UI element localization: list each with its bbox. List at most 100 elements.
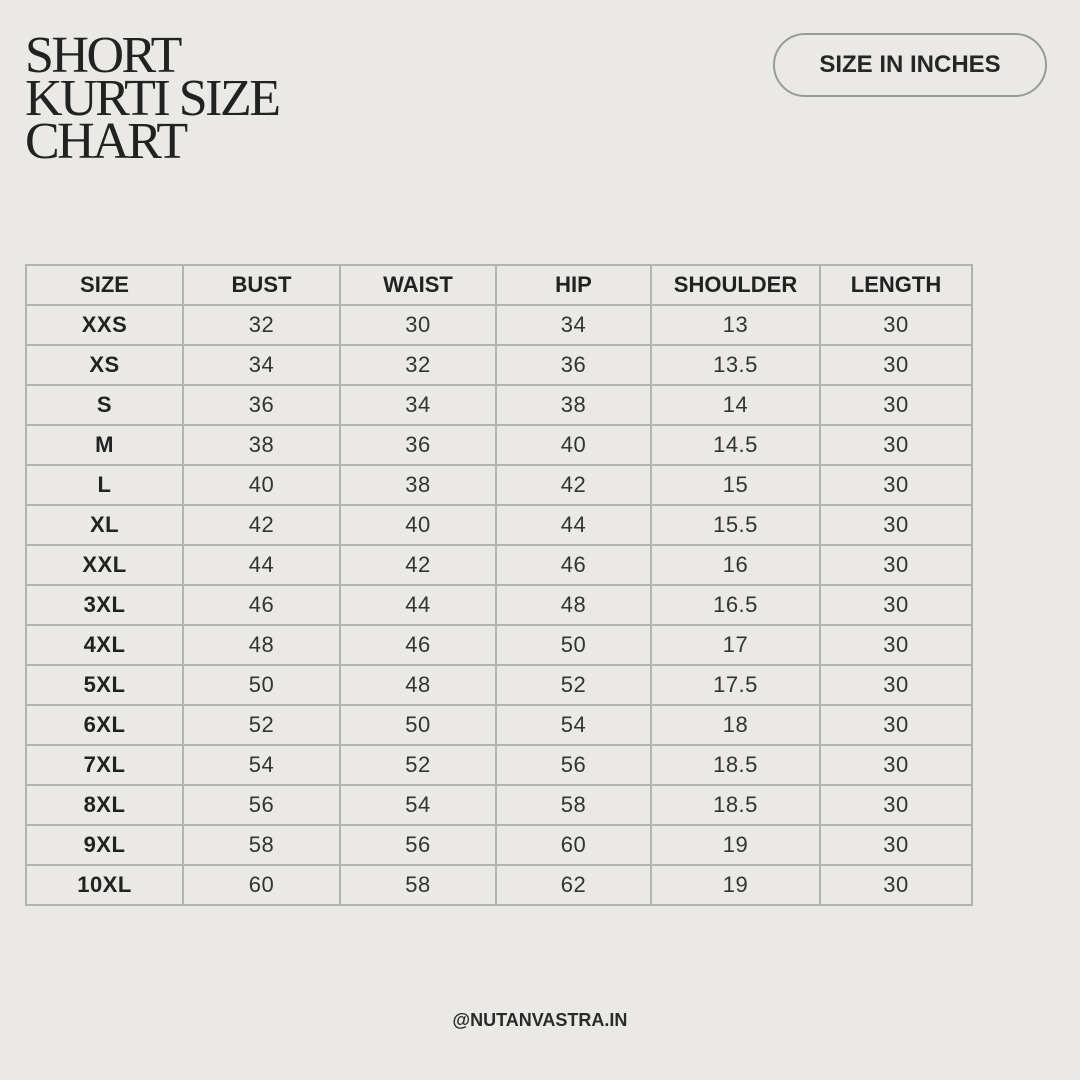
table-row: 7XL 54 52 56 18.5 30 xyxy=(25,744,973,786)
size-cell: XXS xyxy=(25,304,184,346)
value-cell: 30 xyxy=(819,304,973,346)
value-cell: 42 xyxy=(339,544,497,586)
value-cell: 14.5 xyxy=(650,424,821,466)
value-cell: 34 xyxy=(182,344,341,386)
value-cell: 52 xyxy=(495,664,652,706)
value-cell: 32 xyxy=(339,344,497,386)
table-row: L 40 38 42 15 30 xyxy=(25,464,973,506)
table-row: M 38 36 40 14.5 30 xyxy=(25,424,973,466)
footer-handle: @NUTANVASTRA.IN xyxy=(452,1010,628,1030)
table-row: 10XL 60 58 62 19 30 xyxy=(25,864,973,906)
title-line: CHART xyxy=(25,113,188,170)
unit-badge: SIZE IN INCHES xyxy=(773,33,1047,97)
size-cell: L xyxy=(25,464,184,506)
title-line: KURTI SIZE xyxy=(25,70,281,127)
value-cell: 48 xyxy=(182,624,341,666)
value-cell: 30 xyxy=(819,544,973,586)
value-cell: 40 xyxy=(182,464,341,506)
value-cell: 50 xyxy=(495,624,652,666)
value-cell: 40 xyxy=(339,504,497,546)
value-cell: 56 xyxy=(182,784,341,826)
value-cell: 19 xyxy=(650,864,821,906)
value-cell: 13.5 xyxy=(650,344,821,386)
size-chart-table: SIZE BUST WAIST HIP SHOULDER LENGTH XXS 32 30 34… xyxy=(25,264,973,906)
value-cell: 30 xyxy=(819,584,973,626)
value-cell: 30 xyxy=(819,864,973,906)
table-row: XXL 44 42 46 16 30 xyxy=(25,544,973,586)
value-cell: 16.5 xyxy=(650,584,821,626)
value-cell: 56 xyxy=(495,744,652,786)
size-cell: M xyxy=(25,424,184,466)
value-cell: 36 xyxy=(495,344,652,386)
value-cell: 48 xyxy=(339,664,497,706)
size-cell: 7XL xyxy=(25,744,184,786)
value-cell: 56 xyxy=(339,824,497,866)
value-cell: 44 xyxy=(182,544,341,586)
value-cell: 50 xyxy=(339,704,497,746)
size-cell: XS xyxy=(25,344,184,386)
value-cell: 32 xyxy=(182,304,341,346)
table-row: 5XL 50 48 52 17.5 30 xyxy=(25,664,973,706)
value-cell: 46 xyxy=(339,624,497,666)
value-cell: 48 xyxy=(495,584,652,626)
size-cell: 10XL xyxy=(25,864,184,906)
size-cell: 9XL xyxy=(25,824,184,866)
value-cell: 54 xyxy=(339,784,497,826)
page-title: SHORT KURTI SIZE CHART xyxy=(25,30,281,170)
value-cell: 52 xyxy=(182,704,341,746)
value-cell: 30 xyxy=(819,744,973,786)
table-row: XL 42 40 44 15.5 30 xyxy=(25,504,973,546)
value-cell: 52 xyxy=(339,744,497,786)
size-cell: 5XL xyxy=(25,664,184,706)
value-cell: 38 xyxy=(495,384,652,426)
value-cell: 30 xyxy=(819,784,973,826)
column-header: WAIST xyxy=(339,264,497,306)
table-row: XXS 32 30 34 13 30 xyxy=(25,304,973,346)
value-cell: 13 xyxy=(650,304,821,346)
value-cell: 54 xyxy=(182,744,341,786)
column-header: HIP xyxy=(495,264,652,306)
column-header: SIZE xyxy=(25,264,184,306)
value-cell: 30 xyxy=(819,704,973,746)
header-row: SIZE BUST WAIST HIP SHOULDER LENGTH xyxy=(25,264,973,306)
value-cell: 30 xyxy=(819,664,973,706)
value-cell: 38 xyxy=(182,424,341,466)
value-cell: 38 xyxy=(339,464,497,506)
value-cell: 30 xyxy=(819,824,973,866)
value-cell: 19 xyxy=(650,824,821,866)
column-header: BUST xyxy=(182,264,341,306)
value-cell: 60 xyxy=(495,824,652,866)
value-cell: 58 xyxy=(339,864,497,906)
column-header: LENGTH xyxy=(819,264,973,306)
value-cell: 42 xyxy=(182,504,341,546)
value-cell: 62 xyxy=(495,864,652,906)
value-cell: 16 xyxy=(650,544,821,586)
value-cell: 54 xyxy=(495,704,652,746)
value-cell: 30 xyxy=(819,344,973,386)
value-cell: 44 xyxy=(339,584,497,626)
size-cell: 4XL xyxy=(25,624,184,666)
table-row: XS 34 32 36 13.5 30 xyxy=(25,344,973,386)
value-cell: 18.5 xyxy=(650,744,821,786)
value-cell: 46 xyxy=(495,544,652,586)
value-cell: 18 xyxy=(650,704,821,746)
column-header: SHOULDER xyxy=(650,264,821,306)
value-cell: 18.5 xyxy=(650,784,821,826)
value-cell: 50 xyxy=(182,664,341,706)
value-cell: 44 xyxy=(495,504,652,546)
value-cell: 36 xyxy=(339,424,497,466)
value-cell: 30 xyxy=(819,424,973,466)
value-cell: 17.5 xyxy=(650,664,821,706)
value-cell: 15.5 xyxy=(650,504,821,546)
value-cell: 30 xyxy=(819,624,973,666)
value-cell: 30 xyxy=(819,504,973,546)
value-cell: 15 xyxy=(650,464,821,506)
size-cell: S xyxy=(25,384,184,426)
value-cell: 17 xyxy=(650,624,821,666)
value-cell: 14 xyxy=(650,384,821,426)
table-row: 3XL 46 44 48 16.5 30 xyxy=(25,584,973,626)
size-cell: XXL xyxy=(25,544,184,586)
table-row: 9XL 58 56 60 19 30 xyxy=(25,824,973,866)
value-cell: 34 xyxy=(495,304,652,346)
value-cell: 30 xyxy=(819,384,973,426)
